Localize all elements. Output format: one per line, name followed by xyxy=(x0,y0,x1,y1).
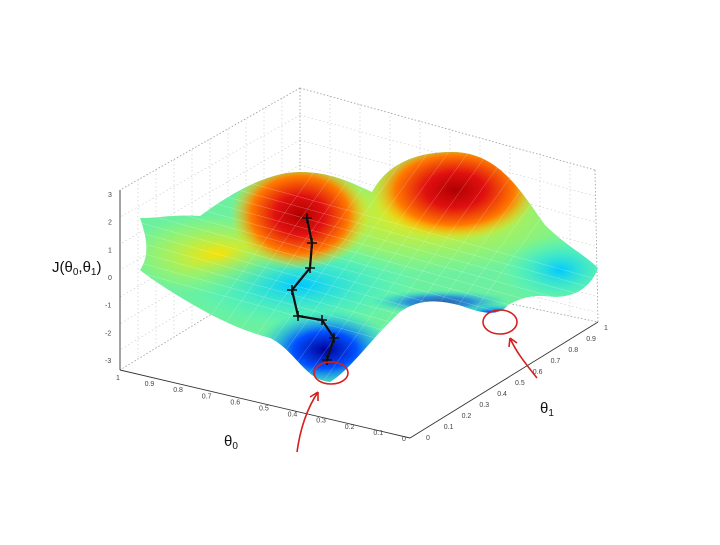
z-tick-label: 0 xyxy=(108,275,112,282)
theta0-tick-label: 0.9 xyxy=(145,381,155,388)
theta1-tick-label: 0.4 xyxy=(497,391,507,398)
theta0-tick-label: 0.7 xyxy=(202,393,212,400)
surface-cyan-front xyxy=(180,240,420,330)
z-tick-label: 2 xyxy=(108,220,112,227)
theta0-tick-labels: 1 0.9 0.8 0.7 0.6 0.5 0.4 0.3 0.2 0.1 0 xyxy=(116,375,406,443)
theta1-tick-label: 0.6 xyxy=(533,369,543,376)
theta0-tick-label: 0.4 xyxy=(288,412,298,419)
theta0-tick-label: 0.6 xyxy=(230,399,240,406)
axes-lines xyxy=(119,190,599,439)
descent-step-marker xyxy=(293,311,303,321)
z-axis-label: J(θ0,θ1) xyxy=(52,259,101,278)
theta0-tick-label: 1 xyxy=(116,375,120,382)
theta1-tick-label: 0 xyxy=(426,435,430,442)
theta1-tick-label: 0.2 xyxy=(462,413,472,420)
theta0-tick-label: 0.3 xyxy=(316,418,326,425)
surface-peak-right xyxy=(370,152,540,240)
theta0-tick-label: 0.2 xyxy=(345,424,355,431)
theta0-tick-label: 0 xyxy=(402,436,406,443)
theta1-axis-line xyxy=(409,321,599,439)
theta1-tick-label: 1 xyxy=(604,325,608,332)
theta1-tick-labels: 0 0.1 0.2 0.3 0.4 0.5 0.6 0.7 0.8 0.9 1 xyxy=(426,325,608,442)
surface-cyan-right xyxy=(500,235,598,305)
surface-pit-front xyxy=(255,310,395,382)
z-tick-label: -3 xyxy=(105,358,111,365)
theta1-tick-label: 0.3 xyxy=(479,402,489,409)
annotations xyxy=(296,309,538,453)
theta1-tick-label: 0.5 xyxy=(515,380,525,387)
theta0-tick-label: 0.8 xyxy=(173,387,183,394)
descent-step-marker xyxy=(322,355,332,365)
red-circle-local-minimum-1 xyxy=(313,361,349,385)
box-edge-top-left xyxy=(119,87,301,191)
red-arrow-1 xyxy=(296,391,319,453)
theta1-tick-label: 0.1 xyxy=(444,424,454,431)
theta0-axis-line xyxy=(119,369,411,439)
red-arrow-2 xyxy=(508,337,538,379)
cost-surface xyxy=(140,152,598,382)
theta0-axis-label: θ0 xyxy=(224,433,238,452)
descent-step-marker xyxy=(287,285,297,295)
descent-markers xyxy=(287,213,339,365)
theta1-tick-label: 0.7 xyxy=(551,358,561,365)
theta1-axis-label: θ1 xyxy=(540,400,554,419)
box-edge-right-back xyxy=(594,169,599,323)
theta0-tick-label: 0.5 xyxy=(259,406,269,413)
descent-step-marker xyxy=(307,238,317,248)
surface-peak-left xyxy=(230,160,370,270)
surface-mesh xyxy=(140,152,598,382)
z-tick-label: -2 xyxy=(105,330,111,337)
descent-step-marker xyxy=(317,315,327,325)
theta1-tick-label: 0.8 xyxy=(568,347,578,354)
theta1-tick-label: 0.9 xyxy=(586,336,596,343)
z-tick-label: -1 xyxy=(105,303,111,310)
z-tick-labels: 3 2 1 0 -1 -2 -3 xyxy=(105,192,112,365)
descent-step-marker xyxy=(302,213,312,223)
descent-step-marker xyxy=(305,263,315,273)
theta0-tick-label: 0.1 xyxy=(373,430,383,437)
z-tick-label: 1 xyxy=(108,247,112,254)
z-tick-label: 3 xyxy=(108,192,112,199)
descent-step-marker xyxy=(329,333,339,343)
red-circle-local-minimum-2 xyxy=(482,309,518,335)
